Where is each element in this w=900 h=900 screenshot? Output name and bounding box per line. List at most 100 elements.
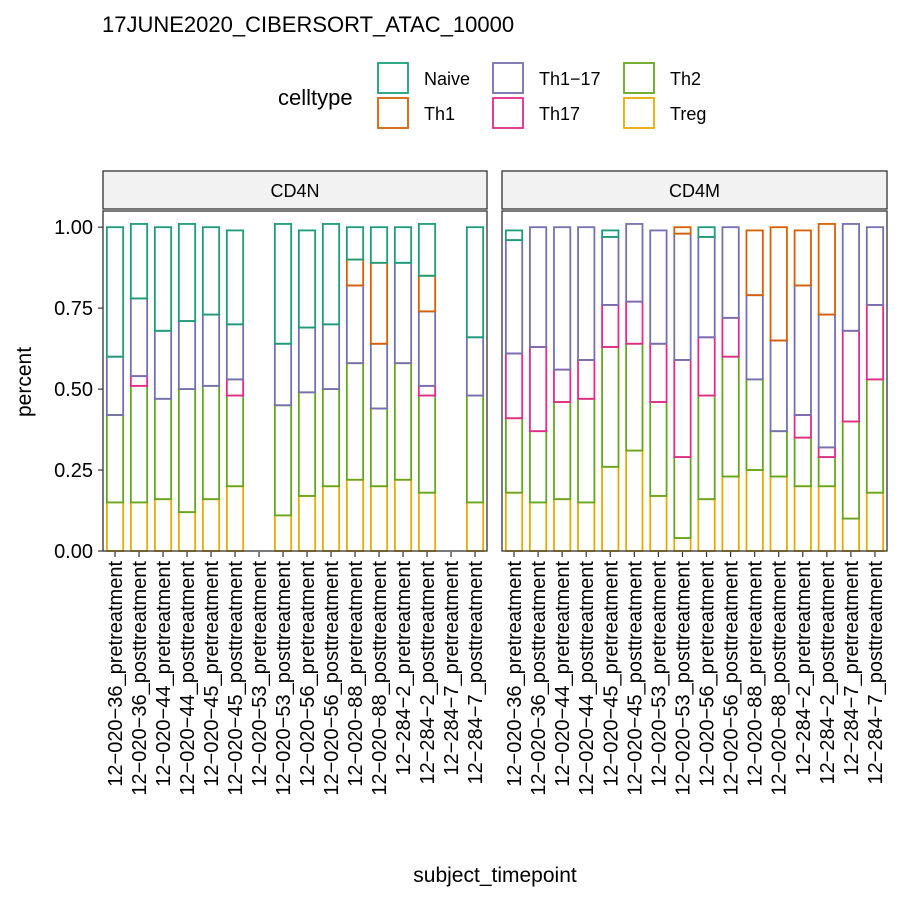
x-tick-label-cd4n-2: 12−020−44_pretreatment (153, 561, 175, 787)
x-tick-label-cd4n-12: 12−284−2_pretreatment (393, 561, 415, 776)
x-tick-label-cd4m-10: 12−020−88_pretreatment (745, 561, 767, 787)
panel-border-cd4n (102, 210, 488, 552)
bar-segment-cd4n-10-naive (345, 226, 365, 261)
bar-segment-cd4n-0-naive (105, 226, 125, 358)
bar-cd4n-15 (465, 226, 485, 552)
x-tick-label-cd4n-8: 12−020−56_pretreatment (297, 561, 319, 787)
legend-key-th1 (377, 97, 409, 129)
x-tick-label-cd4n-1: 12−020−36_posttreatment (129, 561, 151, 796)
x-tick-label-cd4m-11: 12−020−88_posttreatment (769, 561, 791, 796)
x-tick-label-cd4n-11: 12−020−88_posttreatment (369, 561, 391, 796)
x-tick-label-cd4m-1: 12−020−36_posttreatment (528, 561, 550, 796)
x-tick-label-cd4m-6: 12−020−53_pretreatment (648, 561, 670, 787)
bar-segment-cd4n-9-naive (321, 223, 341, 326)
legend: celltype Naive Th1 Th1−17 Th17 Th2 Treg (278, 62, 706, 129)
bar-cd4m-13 (817, 223, 836, 552)
legend-key-th1-17 (492, 62, 524, 94)
x-tick-label-cd4m-5: 12−020−45_posttreatment (624, 561, 646, 796)
x-tick-label-cd4m-7: 12−020−53_posttreatment (672, 561, 694, 796)
x-tick-label-cd4m-13: 12−284−2_posttreatment (817, 561, 839, 785)
bar-segment-cd4n-8-naive (297, 229, 317, 329)
x-tick-label-cd4n-10: 12−020−88_pretreatment (345, 561, 367, 787)
facet-strip-cd4n (102, 170, 488, 210)
legend-items: Naive Th1 Th1−17 Th17 Th2 Treg (377, 62, 706, 129)
legend-key-treg (623, 97, 655, 129)
bar-segment-cd4n-11-naive (369, 226, 389, 264)
x-tick-label-cd4n-6: 12−020−53_pretreatment (249, 561, 271, 787)
bar-segment-cd4m-6-th117 (649, 229, 668, 345)
x-tick-label-cd4n-7: 12−020−53_posttreatment (273, 561, 295, 796)
bar-segment-cd4n-12-naive (393, 226, 413, 264)
y-tick-label-4: 1.00 (54, 217, 93, 239)
legend-title: celltype (278, 85, 353, 110)
x-tick-label-cd4m-0: 12−020−36_pretreatment (504, 561, 526, 787)
x-tick-label-cd4n-13: 12−284−2_posttreatment (417, 561, 439, 785)
x-tick-label-cd4n-9: 12−020−56_posttreatment (321, 561, 343, 796)
legend-key-naive (377, 62, 409, 94)
bar-cd4m-7 (673, 226, 692, 552)
bar-segment-cd4m-9-th117 (721, 226, 740, 319)
x-tick-label-cd4m-15: 12−284−7_posttreatment (865, 561, 887, 785)
legend-key-th17 (492, 97, 524, 129)
legend-label-th2: Th2 (670, 69, 701, 89)
y-axis-label: percent (13, 347, 36, 417)
legend-label-th1: Th1 (424, 104, 455, 124)
x-axis-label: subject_timepoint (413, 864, 577, 887)
x-tick-label-cd4m-14: 12−284−7_pretreatment (841, 561, 863, 776)
y-axis: 0.00 0.25 0.50 0.75 1.00 (54, 217, 103, 563)
legend-label-naive: Naive (424, 69, 470, 89)
bar-segment-cd4n-1-naive (129, 223, 149, 300)
bar-segment-cd4m-1-th117 (529, 226, 548, 348)
legend-label-th1-17: Th1−17 (539, 69, 601, 89)
facet-strip-cd4m (501, 170, 888, 210)
panel-cd4m: CD4M 12−020−36_pretreatment 12−020−36_post… (501, 170, 888, 796)
x-tick-label-cd4m-3: 12−020−44_posttreatment (576, 561, 598, 796)
bar-segment-cd4m-4-naive (601, 229, 620, 238)
x-tick-label-cd4m-9: 12−020−56_posttreatment (721, 561, 743, 796)
legend-label-th17: Th17 (539, 104, 580, 124)
legend-label-treg: Treg (670, 104, 706, 124)
bar-segment-cd4m-2-th117 (553, 226, 572, 371)
bar-segment-cd4m-7-th1 (673, 226, 692, 235)
bar-segment-cd4n-7-naive (273, 223, 293, 345)
bar-cd4n-2 (153, 226, 173, 552)
bar-segment-cd4n-2-naive (153, 226, 173, 332)
bar-segment-cd4n-15-naive (465, 226, 485, 339)
bar-segment-cd4m-11-th1 (769, 226, 788, 342)
panel-cd4n: CD4N 12−020−36_pretreatment 12−020−36_post… (102, 170, 488, 796)
x-tick-label-cd4m-8: 12−020−56_pretreatment (697, 561, 719, 787)
y-tick-label-1: 0.25 (54, 460, 93, 482)
bar-cd4n-7 (273, 223, 293, 552)
bar-segment-cd4m-0-naive (504, 229, 524, 242)
bar-cd4n-8 (297, 229, 317, 552)
facet-label-cd4n: CD4N (270, 181, 319, 201)
x-tick-label-cd4n-3: 12−020−44_posttreatment (177, 561, 199, 796)
bar-segment-cd4m-12-th1 (793, 229, 812, 287)
x-tick-label-cd4n-5: 12−020−45_posttreatment (225, 561, 247, 796)
bar-segment-cd4m-14-th117 (841, 223, 860, 332)
x-tick-label-cd4n-14: 12−284−7_pretreatment (441, 561, 463, 776)
bar-segment-cd4n-13-naive (417, 223, 437, 277)
bar-segment-cd4m-15-th117 (865, 226, 885, 306)
facet-label-cd4m: CD4M (669, 181, 720, 201)
bar-segment-cd4n-5-naive (225, 229, 245, 326)
bar-cd4m-12 (793, 229, 812, 552)
x-tick-label-cd4m-4: 12−020−45_pretreatment (600, 561, 622, 787)
bar-segment-cd4m-5-th117 (625, 223, 644, 303)
bar-segment-cd4m-13-th1 (817, 223, 836, 316)
x-tick-label-cd4n-15: 12−284−7_posttreatment (465, 561, 487, 785)
bar-segment-cd4m-3-th117 (577, 226, 596, 361)
bar-segment-cd4n-4-naive (201, 226, 221, 316)
bar-cd4n-11 (369, 226, 389, 552)
bar-segment-cd4m-10-th1 (745, 229, 764, 297)
y-tick-label-2: 0.50 (54, 379, 93, 401)
bar-cd4n-1 (129, 223, 149, 552)
bar-cd4m-11 (769, 226, 788, 552)
bar-segment-cd4n-3-naive (177, 223, 197, 322)
y-tick-label-3: 0.75 (54, 298, 93, 320)
panel-border-cd4m (501, 210, 888, 552)
